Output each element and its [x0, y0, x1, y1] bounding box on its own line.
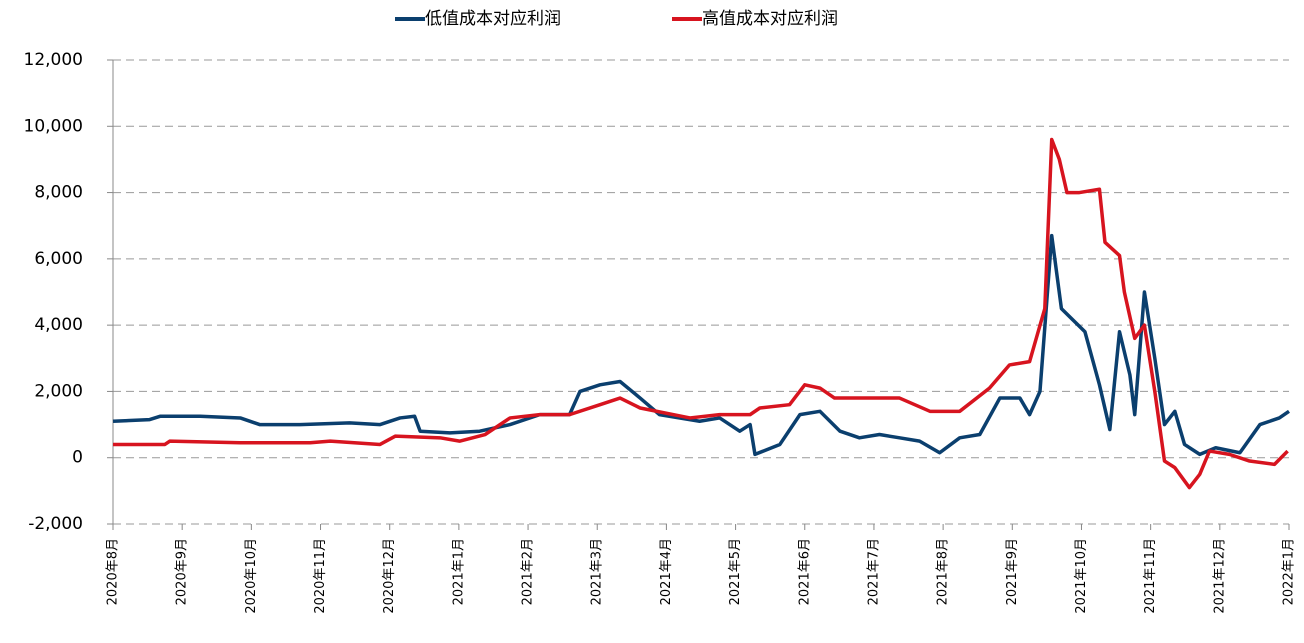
legend-label: 高值成本对应利润: [702, 9, 838, 29]
x-tick-label: 2021年8月: [936, 538, 951, 605]
x-tick-label: 2021年9月: [1005, 538, 1020, 605]
x-tick-label: 2021年5月: [728, 538, 743, 605]
x-tick-label: 2020年11月: [313, 538, 328, 614]
y-tick-label: 8,000: [34, 183, 83, 203]
y-tick-label: 10,000: [24, 116, 83, 136]
y-tick-label: 0: [72, 448, 83, 468]
x-tick-label: 2021年11月: [1143, 538, 1158, 614]
x-tick-label: 2020年10月: [244, 538, 259, 614]
x-tick-label: 2021年2月: [521, 538, 536, 605]
x-tick-label: 2021年10月: [1074, 538, 1089, 614]
series-line: [113, 137, 1289, 490]
x-tick-label: 2021年12月: [1212, 538, 1227, 614]
x-tick-label: 2021年1月: [451, 538, 466, 605]
y-tick-label: 12,000: [24, 50, 83, 70]
x-tick-label: 2021年6月: [797, 538, 812, 605]
x-tick-label: 2020年8月: [106, 538, 121, 605]
legend-label: 低值成本对应利润: [425, 9, 561, 29]
x-tick-label: 2020年12月: [382, 538, 397, 614]
x-tick-label: 2021年3月: [590, 538, 605, 605]
x-tick-label: 2022年1月: [1282, 538, 1297, 605]
x-tick-label: 2021年7月: [866, 538, 881, 605]
y-tick-label: 2,000: [34, 381, 83, 401]
y-tick-label: -2,000: [28, 514, 83, 534]
series-line: [112, 233, 1290, 457]
y-tick-label: 6,000: [34, 249, 83, 269]
x-tick-label: 2020年9月: [175, 538, 190, 605]
y-tick-label: 4,000: [34, 315, 83, 335]
x-tick-label: 2021年4月: [659, 538, 674, 605]
